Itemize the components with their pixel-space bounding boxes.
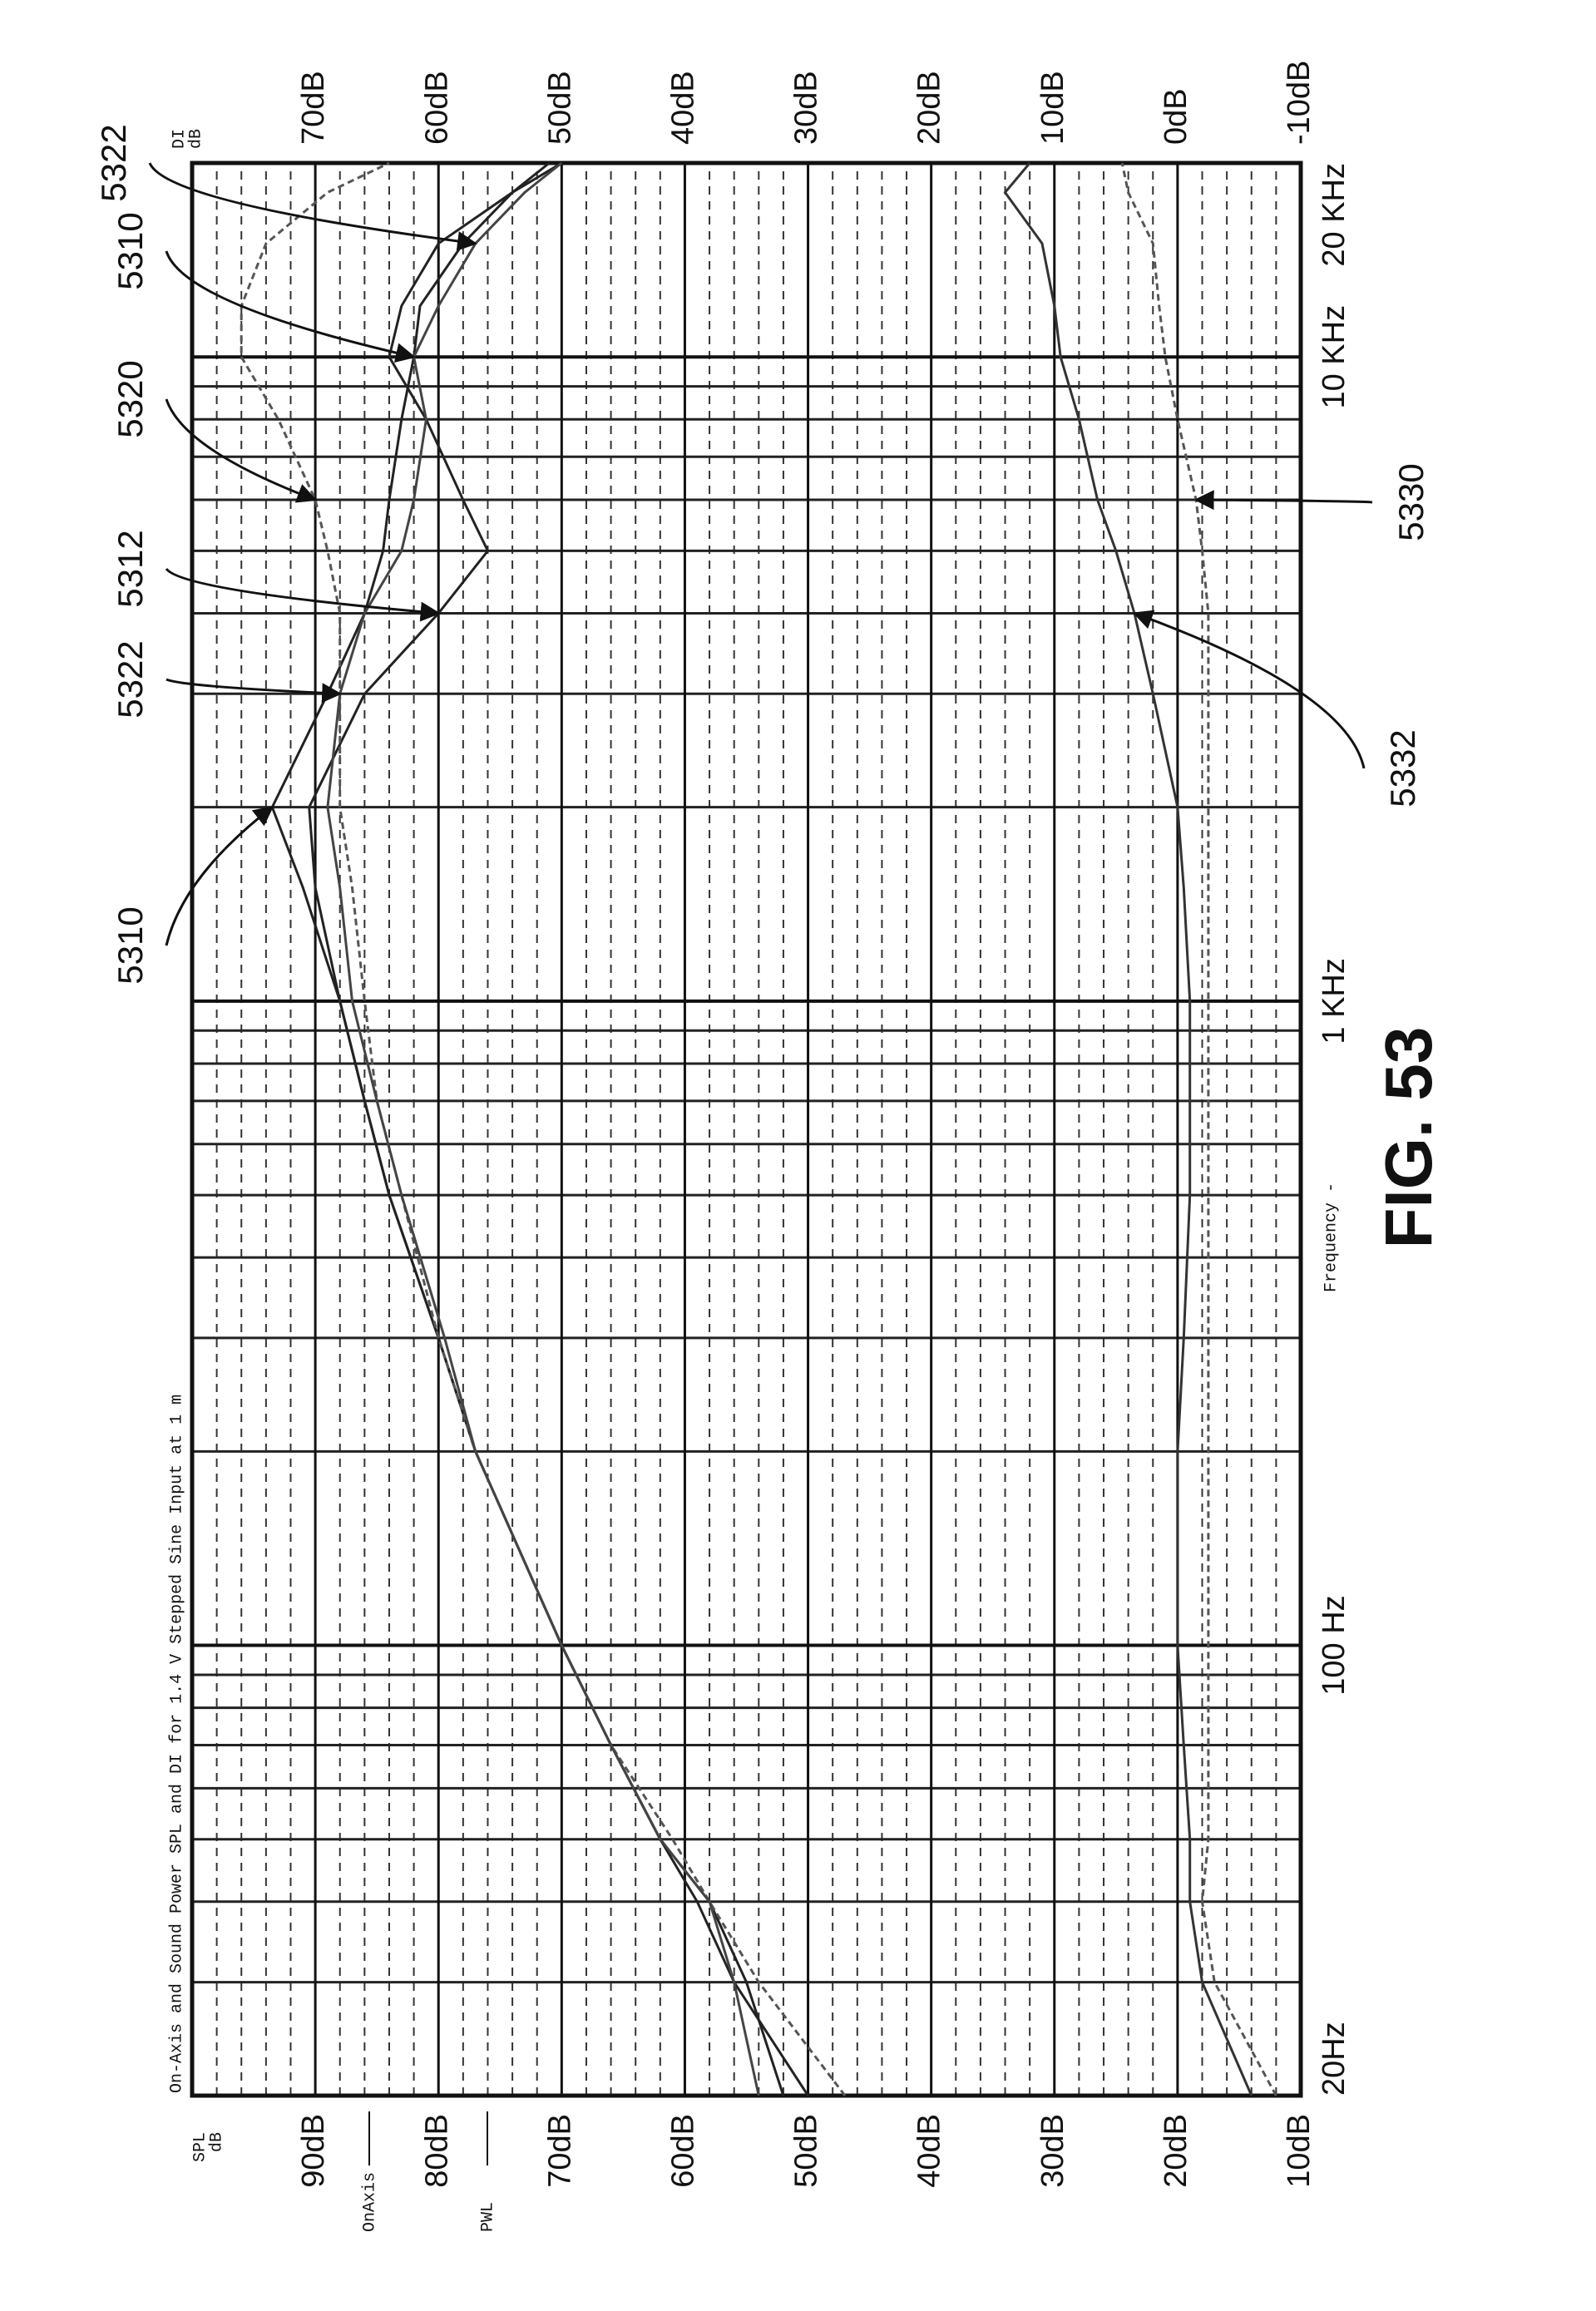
y-tick-label: 70dB bbox=[542, 2114, 577, 2188]
y-tick-label: 90dB bbox=[296, 2114, 331, 2188]
y-tick-label: 10dB bbox=[1282, 2114, 1317, 2188]
callout-label: 5322 bbox=[111, 640, 150, 718]
background bbox=[0, 0, 1596, 2311]
x-tick-label: 20 KHz bbox=[1317, 163, 1351, 267]
callout-label: 5312 bbox=[111, 530, 150, 607]
y-tick-label: 80dB bbox=[419, 2114, 454, 2188]
y2-tick-label: 40dB bbox=[665, 71, 700, 145]
y2-tick-label: 20dB bbox=[912, 71, 947, 145]
x-tick-label: 1 KHz bbox=[1317, 958, 1351, 1044]
y-tick-label: 30dB bbox=[1035, 2114, 1070, 2188]
y-tick-label: 20dB bbox=[1159, 2114, 1193, 2188]
x-axis-label: Frequency - bbox=[1322, 1183, 1341, 1292]
y2-tick-label: 10dB bbox=[1035, 71, 1070, 145]
y2-tick-label: -10dB bbox=[1282, 61, 1317, 145]
x-tick-label: 10 KHz bbox=[1317, 305, 1351, 409]
x-tick-label: 100 Hz bbox=[1317, 1595, 1351, 1695]
callout-label: 5310 bbox=[111, 212, 150, 289]
y-axis-label: dB bbox=[207, 2132, 226, 2152]
y2-tick-label: 50dB bbox=[542, 71, 577, 145]
callout-label: 5322 bbox=[94, 124, 133, 201]
legend-label: OnAxis bbox=[360, 2172, 379, 2232]
y2-tick-label: 70dB bbox=[296, 71, 331, 145]
y2-tick-label: 30dB bbox=[789, 71, 824, 145]
y2-tick-label: 60dB bbox=[419, 71, 454, 145]
y-tick-label: 50dB bbox=[789, 2114, 824, 2188]
y-tick-label: 60dB bbox=[665, 2114, 700, 2188]
callout-label: 5332 bbox=[1383, 729, 1422, 807]
figure-label: FIG. 53 bbox=[1371, 1027, 1445, 1249]
y2-tick-label: 0dB bbox=[1159, 88, 1193, 145]
figure: On-Axis and Sound Power SPL and DI for 1… bbox=[0, 0, 1596, 2311]
legend-label: PWL bbox=[478, 2202, 497, 2232]
callout-label: 5330 bbox=[1391, 463, 1430, 541]
y-tick-label: 40dB bbox=[912, 2114, 947, 2188]
chart-title: On-Axis and Sound Power SPL and DI for 1… bbox=[167, 1395, 186, 2093]
callout-label: 5320 bbox=[111, 360, 150, 437]
y2-axis-label: dB bbox=[186, 129, 205, 149]
callout-label: 5310 bbox=[111, 906, 150, 984]
x-tick-label: 20Hz bbox=[1317, 2022, 1351, 2096]
